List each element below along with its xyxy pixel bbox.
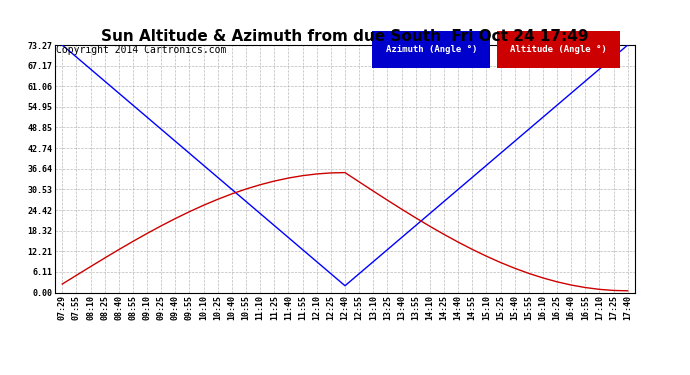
Title: Sun Altitude & Azimuth from due South  Fri Oct 24 17:49: Sun Altitude & Azimuth from due South Fr… <box>101 29 589 44</box>
Text: Altitude (Angle °): Altitude (Angle °) <box>510 45 607 54</box>
Text: Azimuth (Angle °): Azimuth (Angle °) <box>386 45 477 54</box>
Text: Copyright 2014 Cartronics.com: Copyright 2014 Cartronics.com <box>56 45 226 55</box>
